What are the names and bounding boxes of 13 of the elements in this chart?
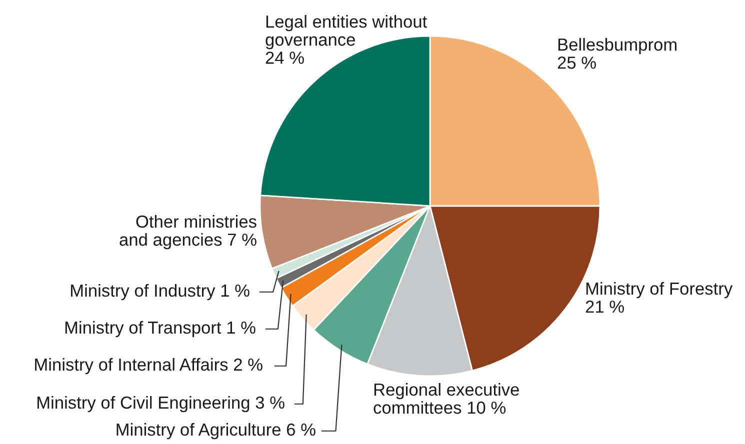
slice-label: Ministry of Industry 1 % — [71, 284, 250, 300]
slice-label: Ministry of Civil Engineering 3 % — [37, 396, 284, 412]
slice-label: Ministry of Internal Affairs 2 % — [35, 358, 262, 374]
slice-label: Legal entities without governance — [266, 15, 428, 50]
data-label: 21 % — [586, 300, 624, 313]
slice-label: Regional executive committees 10 % — [374, 383, 519, 414]
slice-label: Other ministries and agencies 7 % — [120, 215, 256, 250]
slice-label: Ministry of Transport 1 % — [65, 321, 256, 338]
slice-label: Ministry of Forestry — [586, 282, 733, 298]
data-label: 24 % — [266, 52, 304, 64]
slice-label: Bellesbumprom — [558, 38, 676, 54]
slice-label: Ministry of Agriculture 6 % — [116, 423, 316, 440]
data-label: 25 % — [558, 56, 596, 69]
